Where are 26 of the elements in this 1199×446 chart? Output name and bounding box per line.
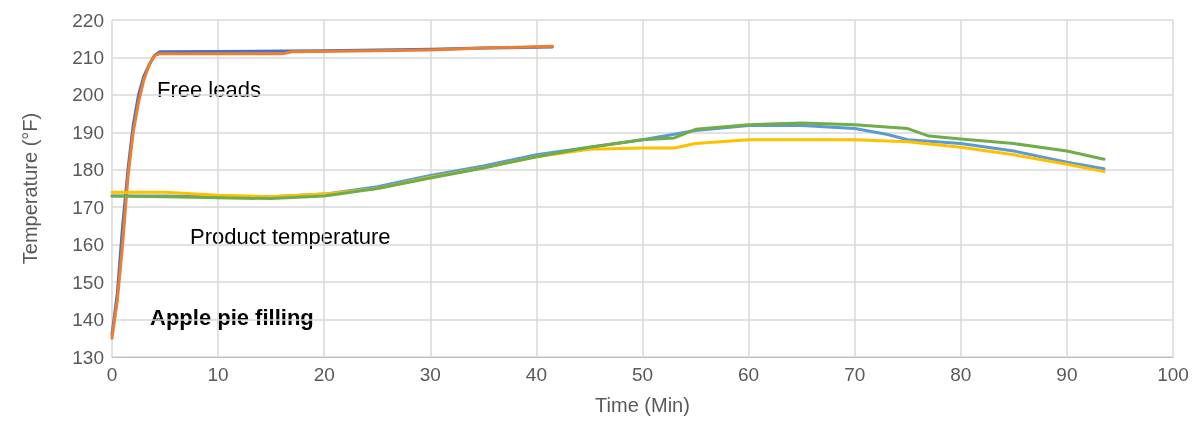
y-axis-title: Temperature (°F) (19, 112, 41, 265)
x-tick-label: 50 (631, 364, 654, 385)
y-tick-label: 180 (72, 159, 104, 181)
y-tick-label: 210 (72, 46, 104, 68)
annotation: Apple pie filling (150, 304, 314, 330)
x-axis-title: Time (Min) (595, 394, 690, 416)
y-tick-label: 200 (72, 84, 104, 106)
annotation: Product temperature (190, 223, 391, 249)
x-tick-label: 80 (950, 364, 972, 385)
y-tick-label: 130 (72, 346, 104, 368)
y-tick-label: 170 (72, 196, 104, 218)
x-tick-label: 40 (525, 364, 547, 385)
y-tick-label: 160 (72, 234, 104, 256)
x-tick-label: 90 (1056, 364, 1078, 385)
y-tick-label: 220 (72, 9, 104, 31)
annotation: Free leads (157, 76, 261, 102)
x-tick-label: 70 (844, 364, 866, 385)
x-tick-label: 0 (106, 364, 118, 385)
x-tick-label: 100 (1157, 364, 1189, 385)
y-tick-label: 150 (72, 271, 104, 293)
y-tick-label: 140 (72, 309, 104, 331)
x-tick-label: 60 (738, 364, 760, 385)
x-tick-label: 30 (419, 364, 441, 385)
y-tick-label: 190 (72, 121, 104, 143)
x-tick-label: 20 (313, 364, 335, 385)
x-tick-label: 10 (207, 364, 229, 385)
